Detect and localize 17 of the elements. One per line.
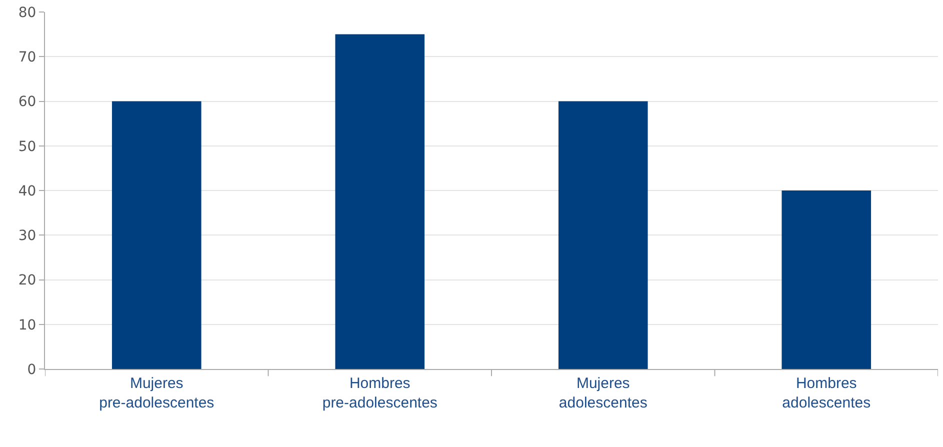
- x-tick-label: Mujeres adolescentes: [558, 375, 648, 412]
- y-tick-label: 70: [18, 50, 36, 66]
- y-tick-label: 60: [18, 94, 36, 110]
- x-tick-label: Hombres pre-adolescentes: [322, 375, 438, 412]
- y-tick-label: 80: [18, 4, 36, 21]
- x-tick-label: Hombres adolescentes: [782, 375, 871, 412]
- y-tick-label: 40: [18, 183, 36, 200]
- y-tick-label: 0: [27, 362, 36, 378]
- bar: [782, 190, 872, 369]
- bar: [558, 101, 648, 369]
- y-tick-label: 10: [18, 317, 36, 334]
- bar: [335, 34, 425, 369]
- x-tick-label: Mujeres pre-adolescentes: [99, 375, 214, 412]
- y-tick-label: 50: [18, 138, 36, 155]
- bar: [112, 101, 202, 369]
- y-tick-label: 30: [18, 228, 36, 244]
- y-tick-label: 20: [18, 272, 36, 289]
